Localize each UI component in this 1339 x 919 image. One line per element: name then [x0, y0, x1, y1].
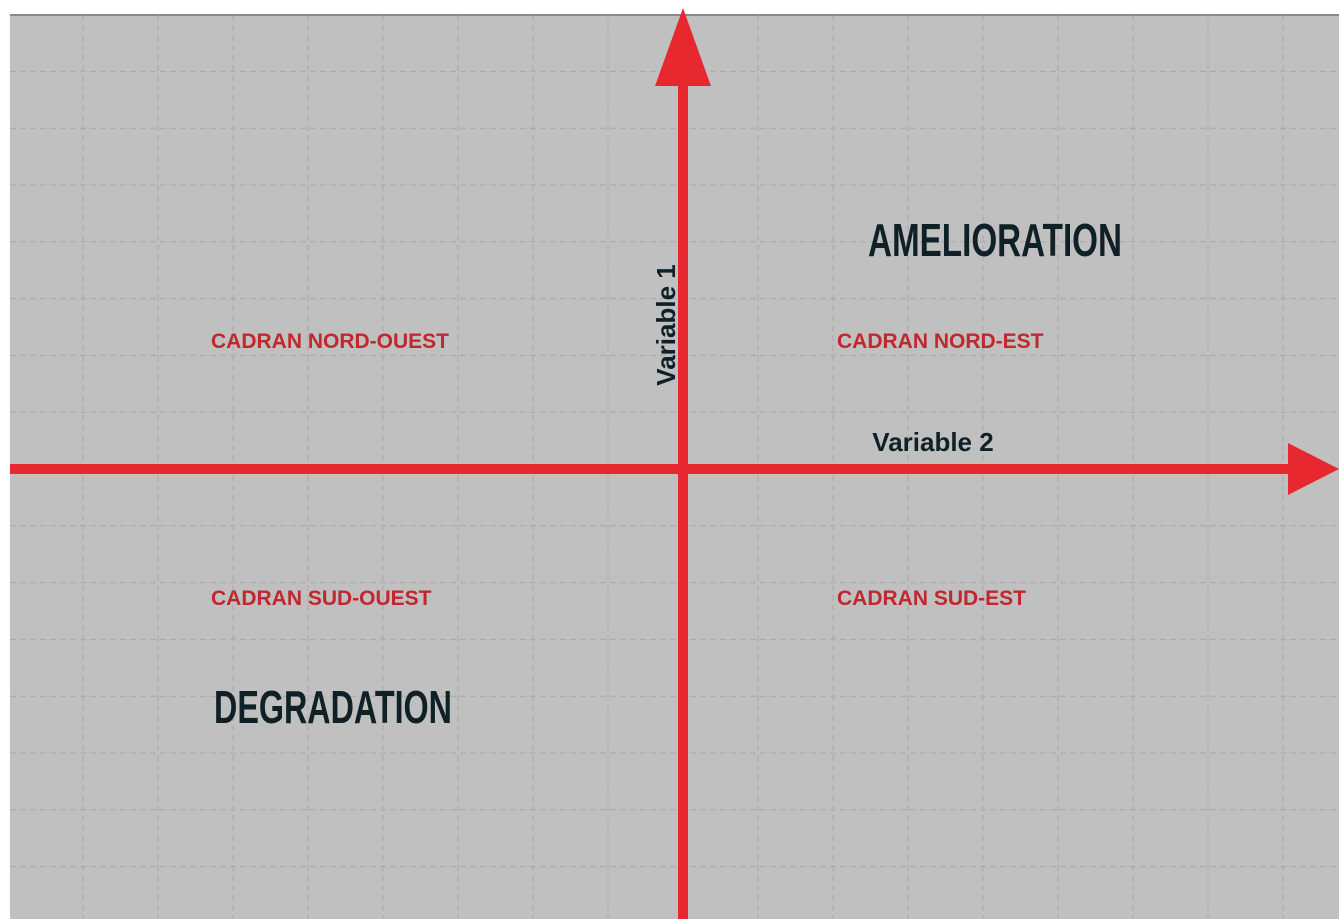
vertical-arrowhead	[655, 8, 711, 86]
quadrant-label: CADRAN NORD-OUEST	[211, 330, 449, 353]
zone-label: AMELIORATION	[868, 214, 1122, 266]
horizontal-axis-label: Variable 2	[872, 427, 993, 457]
vertical-axis-label: Variable 1	[651, 264, 681, 385]
zone-label: DEGRADATION	[214, 681, 452, 733]
horizontal-arrowhead	[1288, 443, 1339, 495]
quadrant-label: CADRAN NORD-EST	[837, 330, 1044, 353]
quadrant-label: CADRAN SUD-EST	[837, 587, 1026, 610]
quadrant-label: CADRAN SUD-OUEST	[211, 587, 432, 610]
